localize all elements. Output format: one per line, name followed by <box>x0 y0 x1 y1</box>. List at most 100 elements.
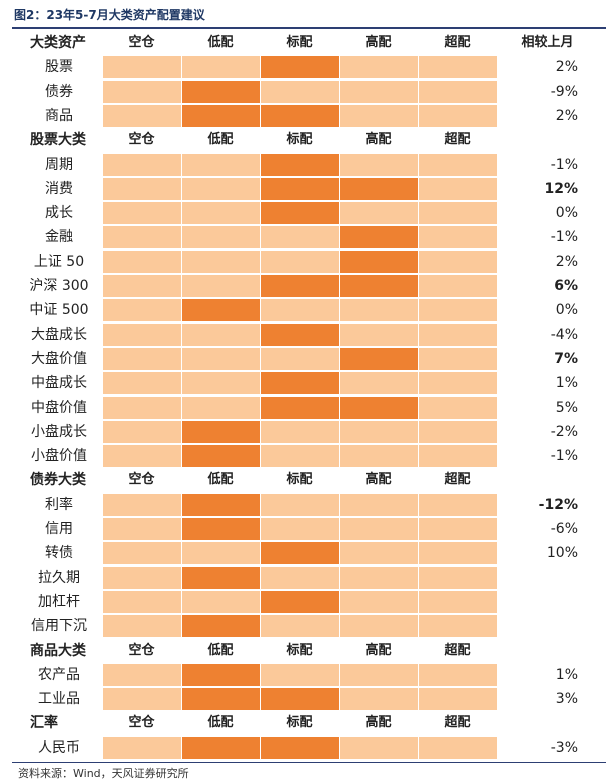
row-label: 中盘成长 <box>31 375 87 392</box>
level-header: 标配 <box>286 472 313 488</box>
allocation-cell <box>102 736 181 759</box>
table-row: 中证 500 0% <box>0 298 615 322</box>
row-label: 人民币 <box>38 739 80 756</box>
row-label: 加杠杆 <box>38 593 80 610</box>
section-header-row: 商品大类 空仓 低配 标配 高配 超配 <box>0 639 615 663</box>
allocation-cell <box>260 372 339 395</box>
allocation-cell <box>339 518 418 540</box>
allocation-cell <box>102 372 181 395</box>
allocation-cell <box>102 177 181 200</box>
table-row: 农产品 1% <box>0 663 615 687</box>
allocation-cell <box>181 518 260 540</box>
allocation-cell <box>102 663 181 686</box>
level-header: 标配 <box>286 642 313 658</box>
change-value: 2% <box>555 107 578 124</box>
allocation-cell <box>181 226 260 249</box>
level-header: 标配 <box>286 715 313 731</box>
section-heading: 大类资产 <box>30 35 86 51</box>
change-value: -1% <box>550 156 578 173</box>
allocation-cell <box>102 615 181 638</box>
allocation-cell <box>102 518 181 540</box>
allocation-cell <box>181 736 260 759</box>
allocation-cell <box>418 396 497 419</box>
allocation-cell <box>181 80 260 103</box>
change-value: -2% <box>550 423 578 440</box>
allocation-cell <box>418 80 497 103</box>
allocation-cell <box>260 56 339 79</box>
allocation-cell <box>260 104 339 127</box>
allocation-cell <box>418 250 497 273</box>
row-label: 中证 500 <box>29 302 89 319</box>
table-row: 小盘成长 -2% <box>0 420 615 444</box>
allocation-cell <box>339 615 418 638</box>
table-row: 大盘价值 7% <box>0 347 615 371</box>
table-row: 金融 -1% <box>0 225 615 249</box>
level-header: 低配 <box>207 642 234 658</box>
top-rule <box>12 27 606 29</box>
section-heading: 债券大类 <box>30 472 86 489</box>
table-row: 小盘价值 -1% <box>0 444 615 468</box>
table-row: 信用 -6% <box>0 517 615 541</box>
change-value: -3% <box>550 739 578 756</box>
level-header: 标配 <box>286 132 313 148</box>
allocation-cell <box>260 663 339 686</box>
allocation-cell <box>260 542 339 565</box>
change-value: -9% <box>550 83 578 100</box>
level-header: 空仓 <box>128 642 155 658</box>
allocation-cell <box>260 420 339 443</box>
level-header: 空仓 <box>128 472 155 488</box>
change-value: 6% <box>554 278 578 294</box>
allocation-cell <box>339 226 418 249</box>
allocation-cell <box>181 153 260 176</box>
allocation-cell <box>260 590 339 613</box>
section-header-row: 股票大类 空仓 低配 标配 高配 超配 <box>0 128 615 152</box>
table-row: 债券 -9% <box>0 80 615 104</box>
change-value: -4% <box>550 326 578 343</box>
allocation-cell <box>339 688 418 711</box>
row-label: 上证 50 <box>33 253 85 270</box>
allocation-cell <box>181 177 260 200</box>
allocation-cell <box>339 542 418 565</box>
row-label: 小盘价值 <box>31 448 87 465</box>
allocation-cell <box>418 736 497 759</box>
change-value: 2% <box>555 253 578 270</box>
table-row: 利率 -12% <box>0 493 615 517</box>
row-label: 金融 <box>45 229 73 246</box>
allocation-cell <box>102 275 181 297</box>
table-row: 工业品 3% <box>0 687 615 711</box>
allocation-cell <box>339 177 418 200</box>
change-header: 相较上月 <box>521 35 574 50</box>
row-label: 利率 <box>45 496 73 513</box>
change-value: 10% <box>546 545 578 562</box>
allocation-cell <box>418 590 497 613</box>
row-label: 大盘价值 <box>31 350 87 367</box>
change-value <box>500 590 578 614</box>
allocation-cell <box>418 153 497 176</box>
allocation-cell <box>181 420 260 443</box>
table-row: 人民币 -3% <box>0 736 615 760</box>
table-row: 加杠杆 <box>0 590 615 614</box>
allocation-cell <box>418 104 497 127</box>
table-row: 大盘成长 -4% <box>0 323 615 347</box>
allocation-cell <box>102 542 181 565</box>
allocation-cell <box>260 153 339 176</box>
level-header: 高配 <box>365 132 392 148</box>
allocation-cell <box>339 736 418 759</box>
allocation-cell <box>181 663 260 686</box>
allocation-cell <box>339 153 418 176</box>
change-value: -1% <box>550 448 578 465</box>
allocation-cell <box>181 493 260 516</box>
allocation-cell <box>102 80 181 103</box>
change-value: 1% <box>555 666 578 683</box>
allocation-cell <box>339 56 418 79</box>
allocation-cell <box>418 420 497 443</box>
level-header: 低配 <box>207 132 234 148</box>
allocation-cell <box>102 202 181 225</box>
change-value: 0% <box>555 302 578 319</box>
allocation-cell <box>418 493 497 516</box>
allocation-cell <box>260 275 339 297</box>
allocation-cell <box>339 104 418 127</box>
row-label: 转债 <box>45 545 73 562</box>
allocation-cell <box>102 323 181 346</box>
allocation-cell <box>181 566 260 589</box>
